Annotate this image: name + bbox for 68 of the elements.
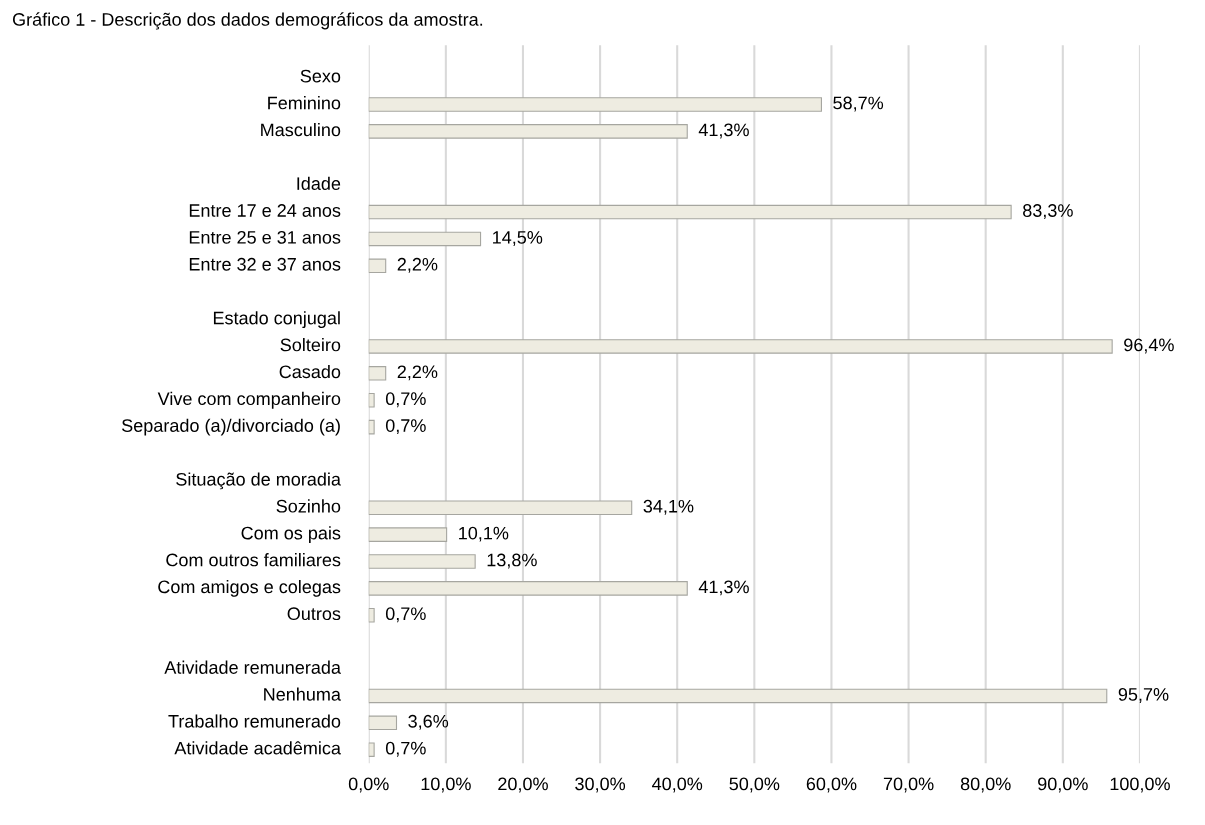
data-label: 0,7%	[385, 419, 426, 435]
bar	[368, 715, 398, 731]
y-tick-label: Com os pais	[241, 526, 341, 544]
bar	[368, 554, 476, 569]
y-tick-label: Sozinho	[276, 499, 341, 513]
y-tick-label: Feminino	[268, 96, 341, 110]
x-tick-label: 30,0%	[575, 777, 626, 793]
y-tick-label: Com outros familiares	[166, 553, 341, 567]
data-label: 95,7%	[1118, 687, 1169, 703]
y-tick-label: Atividade remunerada	[164, 660, 341, 674]
data-label: 83,3%	[1023, 204, 1073, 220]
x-tick-label: 40,0%	[652, 777, 703, 793]
bar	[368, 339, 1113, 354]
bar	[368, 392, 375, 408]
y-tick-label: Estado conjugal	[213, 311, 340, 328]
bar	[368, 581, 688, 596]
x-tick-label: 0,0%	[348, 777, 389, 793]
data-label: 0,7%	[385, 392, 426, 408]
bar	[368, 688, 1108, 704]
data-label: 3,6%	[408, 714, 449, 730]
x-tick-label: 70,0%	[883, 777, 934, 793]
x-tick-label: 60,0%	[806, 777, 857, 793]
y-tick-label: Entre 32 e 37 anos	[189, 257, 341, 271]
y-tick-label: Vive com companheiro	[157, 391, 341, 409]
data-label: 41,3%	[698, 123, 749, 139]
y-tick-label: Com amigos e colegas	[158, 579, 341, 597]
data-label: 13,8%	[487, 553, 537, 569]
bar	[368, 742, 375, 757]
y-tick-label: Entre 17 e 24 anos	[189, 204, 341, 217]
x-tick-label: 100,0%	[1110, 777, 1170, 793]
data-label: 14,5%	[493, 231, 543, 246]
y-tick-label: Idade	[297, 176, 341, 191]
y-tick-label: Solteiro	[280, 338, 341, 352]
y-tick-label: Nenhuma	[264, 687, 341, 701]
bar	[368, 231, 482, 247]
bar	[368, 607, 375, 623]
data-label: 96,4%	[1124, 338, 1174, 354]
y-tick-label: Trabalho remunerado	[168, 714, 341, 728]
bar	[368, 366, 387, 381]
data-label: 0,7%	[385, 741, 426, 757]
y-tick-label: Casado	[279, 364, 341, 379]
data-label: 2,2%	[397, 257, 438, 273]
x-tick-label: 50,0%	[729, 777, 780, 793]
y-tick-label: Outros	[287, 607, 341, 621]
y-tick-label: Masculino	[261, 122, 341, 137]
chart-title: Gráfico 1 - Descrição dos dados demográficos da amostra.	[12, 12, 483, 30]
data-label: 34,1%	[643, 499, 694, 515]
bar	[368, 527, 448, 542]
bar	[368, 97, 822, 112]
y-tick-label: Situação de moradia	[176, 472, 341, 490]
y-tick-label: Atividade acadêmica	[174, 741, 341, 755]
x-tick-label: 90,0%	[1038, 777, 1088, 793]
data-label: 0,7%	[385, 607, 426, 623]
data-label: 10,1%	[459, 526, 509, 542]
data-label: 2,2%	[397, 365, 438, 381]
bar	[368, 258, 387, 274]
bar	[368, 124, 688, 139]
x-tick-label: 80,0%	[960, 777, 1011, 793]
data-label: 58,7%	[833, 96, 884, 112]
bar	[368, 204, 1012, 220]
y-tick-label: Sexo	[300, 69, 341, 83]
x-tick-label: 10,0%	[421, 777, 471, 793]
x-tick-label: 20,0%	[498, 777, 548, 793]
y-tick-label: Entre 25 e 31 anos	[189, 230, 341, 244]
bar	[368, 419, 375, 435]
y-tick-label: Separado (a)/divorciado (a)	[122, 418, 340, 436]
data-label: 41,3%	[698, 580, 749, 596]
bar	[368, 500, 633, 516]
